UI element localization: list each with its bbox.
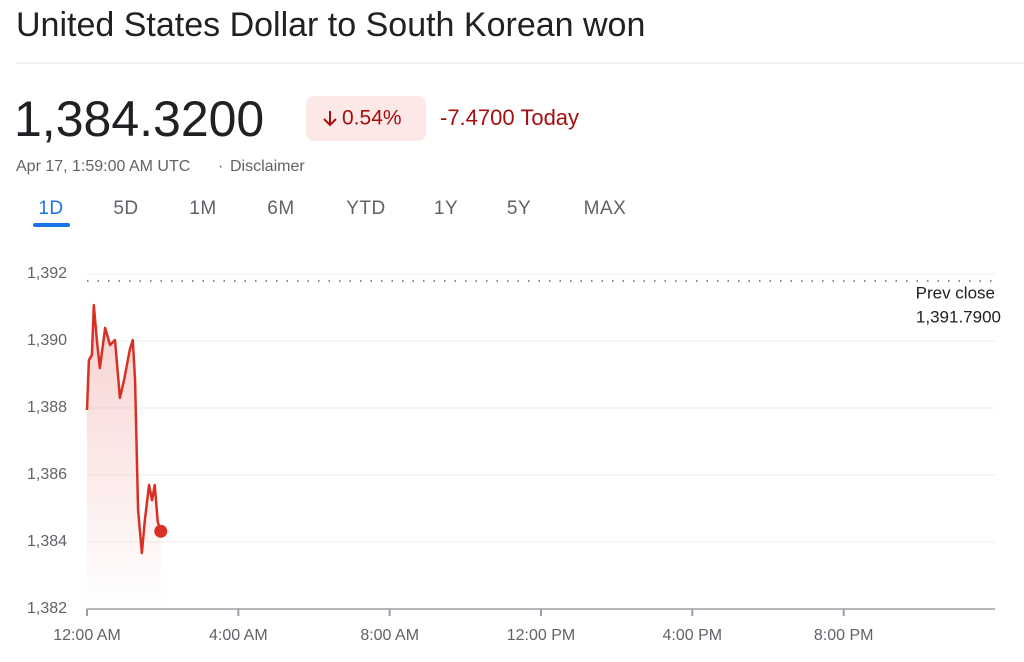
y-tick-label: 1,382 [27, 600, 67, 617]
x-tick-label: 8:00 PM [814, 627, 874, 644]
range-tabs: 1D 5D 1M 6M YTD 1Y 5Y MAX [38, 198, 627, 219]
page-title: United States Dollar to South Korean won [16, 6, 645, 44]
x-tick-label: 4:00 AM [209, 627, 268, 644]
down-arrow [323, 111, 337, 127]
active-tab-indicator [33, 223, 70, 227]
range-tab[interactable]: MAX [584, 198, 627, 219]
range-tab[interactable]: 1M [189, 198, 216, 219]
y-tick-label: 1,386 [27, 466, 67, 483]
range-tab[interactable]: 1D [38, 198, 63, 219]
range-tab[interactable]: YTD [346, 198, 386, 219]
y-tick-label: 1,392 [27, 265, 67, 282]
prev-close-label: Prev close [916, 283, 995, 302]
y-tick-label: 1,388 [27, 399, 67, 416]
price: 1,384.3200 [14, 91, 264, 147]
disclaimer-link[interactable]: Disclaimer [230, 158, 305, 175]
change-value: -7.4700 Today [440, 105, 579, 130]
x-tick-label: 12:00 PM [507, 627, 575, 644]
timestamp: Apr 17, 1:59:00 AM UTC [16, 158, 190, 175]
range-tab[interactable]: 1Y [434, 198, 458, 219]
range-tab[interactable]: 6M [267, 198, 294, 219]
change-percent: 0.54% [342, 107, 402, 130]
separator: · [218, 158, 223, 175]
range-tab[interactable]: 5D [113, 198, 138, 219]
area-fill [87, 305, 161, 609]
y-tick-label: 1,384 [27, 533, 67, 550]
last-point [154, 524, 168, 538]
x-tick-label: 12:00 AM [53, 627, 121, 644]
x-tick-label: 4:00 PM [663, 627, 723, 644]
chart: 1,382 1,384 1,386 1,388 1,390 1,392 12:00 AM 4:… [27, 265, 1001, 644]
x-tick-label: 8:00 AM [360, 627, 419, 644]
price-line [85, 303, 162, 555]
prev-close-value: 1,391.7900 [916, 307, 1001, 326]
y-tick-label: 1,390 [27, 332, 67, 349]
range-tab[interactable]: 5Y [507, 198, 531, 219]
change-badge [306, 96, 426, 141]
